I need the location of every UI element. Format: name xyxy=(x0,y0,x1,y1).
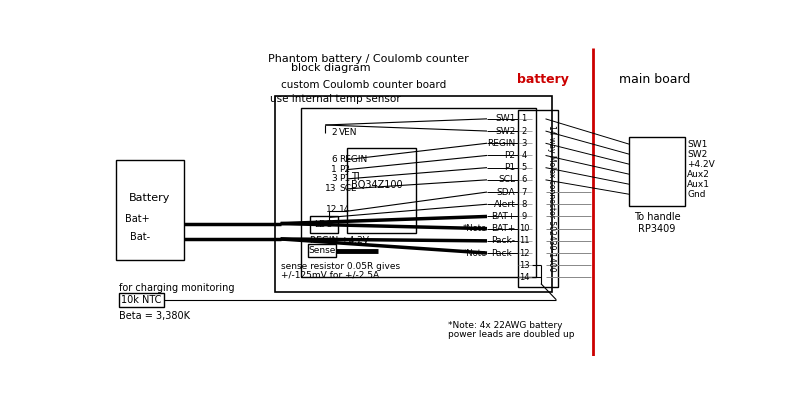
Text: 14 way Molex connector 502439-1400: 14 way Molex connector 502439-1400 xyxy=(547,125,556,272)
Text: SW1: SW1 xyxy=(687,140,707,149)
Text: SW2: SW2 xyxy=(495,126,515,136)
Text: 2: 2 xyxy=(522,126,526,136)
Text: custom Coulomb counter board: custom Coulomb counter board xyxy=(281,80,446,90)
Text: 3: 3 xyxy=(331,174,337,183)
Text: REGIN: REGIN xyxy=(339,155,367,164)
Text: 13: 13 xyxy=(518,261,530,270)
Text: block diagram: block diagram xyxy=(290,63,370,73)
Bar xyxy=(630,136,685,206)
Text: TI: TI xyxy=(350,172,359,182)
Text: 11: 11 xyxy=(518,236,530,245)
Text: 7: 7 xyxy=(522,188,526,196)
Bar xyxy=(518,110,558,287)
Text: main board: main board xyxy=(619,73,690,86)
Text: power leads are doubled up: power leads are doubled up xyxy=(449,330,575,339)
Text: +4.2V: +4.2V xyxy=(687,160,715,169)
Bar xyxy=(347,148,416,233)
Text: Bat+: Bat+ xyxy=(125,214,150,224)
Text: P2: P2 xyxy=(339,165,350,174)
Text: REGIN +4.2V: REGIN +4.2V xyxy=(310,236,369,245)
Text: 14: 14 xyxy=(518,273,530,282)
Text: use internal temp sensor: use internal temp sensor xyxy=(270,94,401,104)
Text: *Note: *Note xyxy=(462,248,487,258)
Text: SCL: SCL xyxy=(498,175,515,184)
Bar xyxy=(275,96,553,292)
Text: Aux1: Aux1 xyxy=(687,180,710,189)
Text: SW2: SW2 xyxy=(687,150,707,159)
Text: 10: 10 xyxy=(518,224,530,233)
Text: *Note: 4x 22AWG battery: *Note: 4x 22AWG battery xyxy=(449,321,563,330)
Text: P1: P1 xyxy=(339,174,350,183)
Text: BQ34Z100: BQ34Z100 xyxy=(350,180,402,190)
Text: REGIN: REGIN xyxy=(487,139,515,148)
Text: Alert: Alert xyxy=(494,200,515,209)
Text: SW1: SW1 xyxy=(495,114,515,123)
Bar xyxy=(308,244,336,258)
Text: 12: 12 xyxy=(518,248,530,258)
Text: Beta = 3,380K: Beta = 3,380K xyxy=(119,311,190,321)
Text: BAT+: BAT+ xyxy=(491,212,515,221)
Text: 10k NTC: 10k NTC xyxy=(121,295,162,305)
Text: SDA: SDA xyxy=(497,188,515,196)
Text: 4: 4 xyxy=(522,151,526,160)
Text: 9: 9 xyxy=(522,212,526,221)
Text: 8: 8 xyxy=(522,200,526,209)
Text: 5: 5 xyxy=(522,163,526,172)
Text: Aux2: Aux2 xyxy=(687,170,710,179)
Text: P1: P1 xyxy=(504,163,515,172)
Text: 2: 2 xyxy=(331,128,337,137)
Text: P2: P2 xyxy=(505,151,515,160)
Text: VEN: VEN xyxy=(339,128,358,137)
Text: for charging monitoring: for charging monitoring xyxy=(119,283,234,293)
Text: sense resistor 0.05R gives: sense resistor 0.05R gives xyxy=(281,262,400,271)
Text: Gnd: Gnd xyxy=(687,190,706,199)
Text: +/-125mV for +/-2.5A: +/-125mV for +/-2.5A xyxy=(281,270,378,280)
Text: Bat-: Bat- xyxy=(130,232,150,242)
Text: Battery: Battery xyxy=(129,193,170,203)
Bar xyxy=(116,160,184,260)
Text: 1: 1 xyxy=(331,165,337,174)
Text: Phantom battery / Coulomb counter: Phantom battery / Coulomb counter xyxy=(267,54,468,64)
Bar xyxy=(310,216,338,233)
Text: SCL: SCL xyxy=(339,184,356,194)
Bar xyxy=(301,108,535,278)
Text: 14: 14 xyxy=(339,205,350,214)
Text: BAT+: BAT+ xyxy=(491,224,515,233)
Bar xyxy=(119,293,163,307)
Text: *Note: *Note xyxy=(462,224,487,233)
Text: 6: 6 xyxy=(522,175,526,184)
Text: LDO: LDO xyxy=(314,220,333,229)
Text: 6: 6 xyxy=(331,155,337,164)
Text: 13: 13 xyxy=(326,184,337,194)
Text: battery: battery xyxy=(517,73,568,86)
Text: 1: 1 xyxy=(522,114,526,123)
Text: 3: 3 xyxy=(522,139,526,148)
Text: Sense: Sense xyxy=(309,246,336,255)
Text: Pack-: Pack- xyxy=(491,248,515,258)
Text: To handle
RP3409: To handle RP3409 xyxy=(634,212,681,234)
Text: 12: 12 xyxy=(326,205,337,214)
Text: Pack-: Pack- xyxy=(491,236,515,245)
